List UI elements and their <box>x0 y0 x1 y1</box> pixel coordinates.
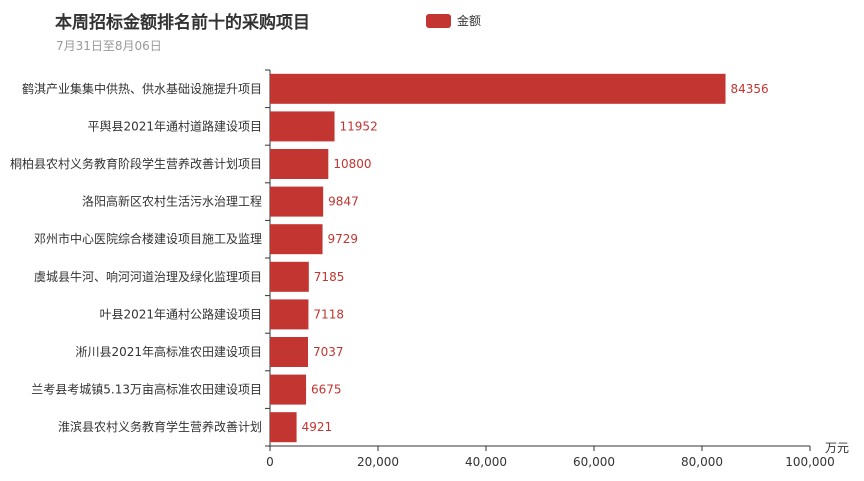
value-label: 7118 <box>313 307 344 321</box>
value-label: 10800 <box>333 157 371 171</box>
x-tick-label: 60,000 <box>573 455 615 469</box>
category-label: 兰考县考城镇5.13万亩高标准农田建设项目 <box>31 382 262 397</box>
value-label: 7037 <box>313 345 344 359</box>
bar <box>270 149 329 179</box>
chart-subtitle: 7月31日至8月06日 <box>56 39 162 53</box>
value-label: 6675 <box>311 383 342 397</box>
category-label: 虞城县牛河、响河河道治理及绿化监理项目 <box>34 269 262 284</box>
bar <box>270 224 323 255</box>
value-label: 9729 <box>328 232 359 246</box>
value-label: 9847 <box>328 195 359 209</box>
value-label: 11952 <box>340 119 378 133</box>
legend-swatch <box>426 13 451 28</box>
bar <box>270 299 309 330</box>
x-tick-label: 20,000 <box>357 455 399 469</box>
legend-label: 金额 <box>457 14 482 28</box>
category-label: 淅川县2021年高标准农田建设项目 <box>75 344 262 359</box>
value-label: 4921 <box>302 420 333 434</box>
category-label: 洛阳高新区农村生活污水治理工程 <box>82 194 262 209</box>
chart-title: 本周招标金额排名前十的采购项目 <box>55 13 310 33</box>
x-tick-label: 80,000 <box>681 455 723 469</box>
bar <box>270 111 335 142</box>
x-axis-unit: 万元 <box>825 441 849 455</box>
bar <box>270 374 307 405</box>
value-label: 7185 <box>314 270 345 284</box>
bar <box>270 186 324 217</box>
bar <box>270 412 297 443</box>
category-label: 鹤淇产业集集中供热、供水基础设施提升项目 <box>22 81 262 96</box>
x-tick-label: 100,000 <box>785 455 835 469</box>
category-label: 平舆县2021年通村道路建设项目 <box>87 118 262 133</box>
category-label: 叶县2021年通村公路建设项目 <box>99 306 262 321</box>
bar <box>270 261 309 292</box>
category-label: 桐柏县农村义务教育阶段学生营养改善计划项目 <box>10 156 262 171</box>
category-label: 邓州市中心医院综合楼建设项目施工及监理 <box>34 231 262 246</box>
value-label: 84356 <box>731 82 769 96</box>
bar <box>270 337 308 367</box>
legend[interactable]: 金额 <box>426 12 481 29</box>
category-label: 淮滨县农村义务教育学生营养改善计划 <box>58 419 262 434</box>
x-tick-label: 0 <box>266 455 274 469</box>
bar <box>270 73 726 104</box>
x-tick-label: 40,000 <box>465 455 507 469</box>
